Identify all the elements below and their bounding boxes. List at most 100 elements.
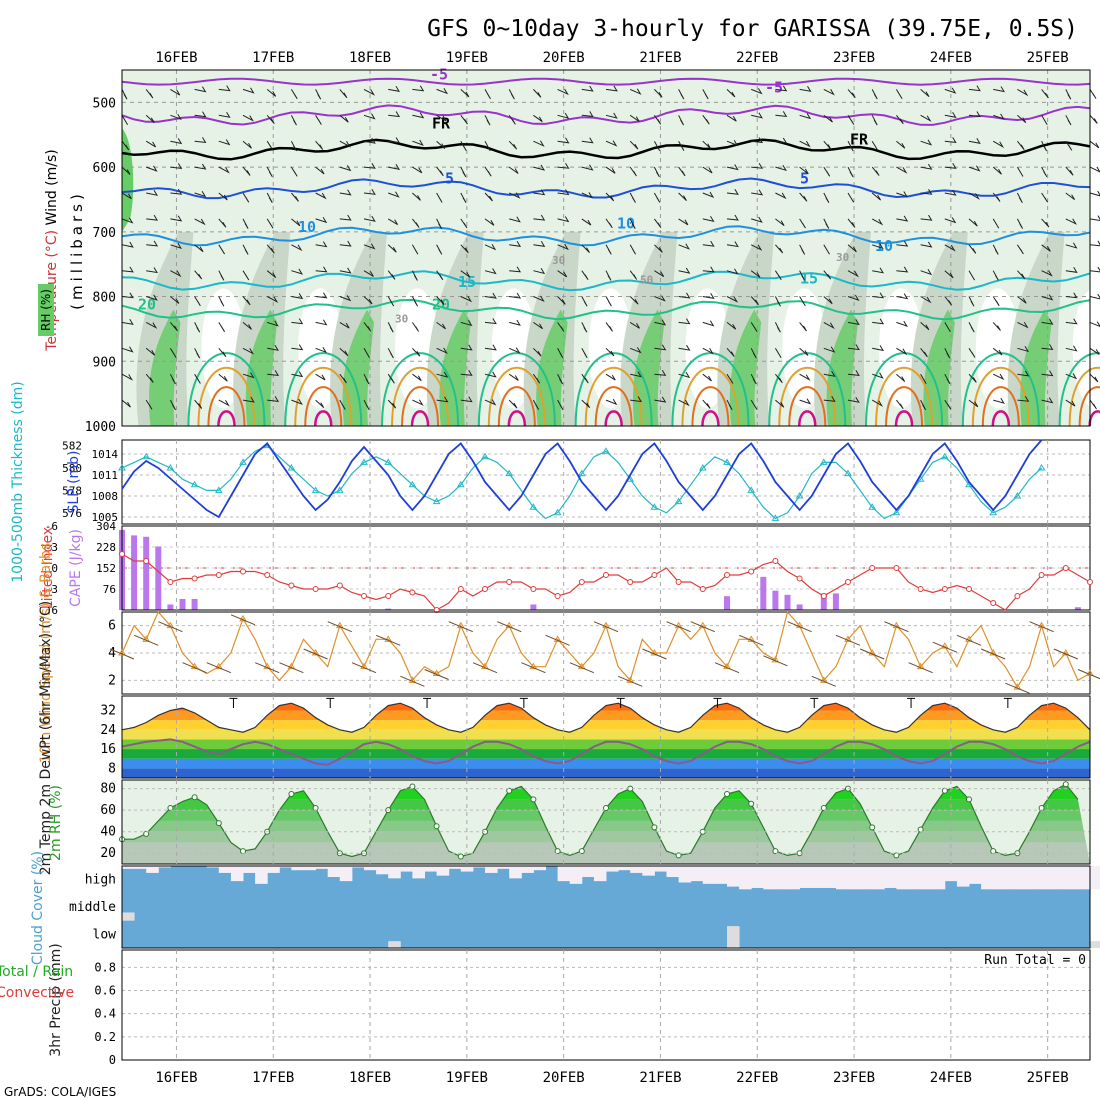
wind-barb: [266, 244, 275, 254]
wind-barb: [1089, 114, 1098, 124]
surface-wind-barb: [739, 634, 764, 646]
cloud-clear-cell: [848, 866, 861, 890]
wind-barb: [678, 243, 690, 250]
wind-barb: [460, 140, 467, 151]
wind-barb: [920, 347, 928, 358]
wind-barb: [653, 115, 662, 125]
series-point: [1087, 579, 1093, 585]
wind-barb: [532, 373, 541, 384]
wind-barb: [1017, 270, 1026, 280]
surface-wind-barb: [230, 614, 256, 626]
wind-barb: [508, 166, 519, 174]
wind-barb: [363, 296, 373, 305]
precip-frame: [121, 949, 1091, 1061]
wind-barb: [726, 214, 739, 221]
li-tick: 0: [51, 562, 58, 575]
wind-barb: [242, 218, 249, 229]
wind-barb: [484, 268, 497, 275]
temp-line: [121, 702, 1091, 733]
temp-frame: [121, 695, 1091, 779]
series-point: [482, 586, 488, 592]
surface-wind-barb: [569, 662, 594, 674]
top-date-label: 21FEB: [639, 50, 681, 66]
wind-barb: [702, 266, 715, 273]
wind-barb: [121, 266, 134, 273]
wind-barb: [557, 216, 570, 223]
cloud-clear-cell: [436, 866, 450, 876]
wind-barb: [315, 346, 328, 354]
surface-wind-barb: [714, 662, 740, 674]
wind-barb: [339, 399, 346, 410]
wind-barb: [871, 192, 882, 201]
wind-barb: [388, 86, 400, 92]
wind-barb: [218, 322, 226, 333]
wind-barb: [388, 111, 401, 118]
wind-barb: [218, 270, 225, 281]
wind-barb: [750, 296, 759, 306]
cloud-clear-cell: [448, 866, 462, 869]
wind-barb: [121, 241, 134, 248]
wind-barb: [726, 268, 739, 275]
wind-barb: [920, 214, 933, 221]
wind-barb: [339, 140, 351, 148]
temp-band: [122, 720, 1090, 730]
wind-barb: [702, 166, 713, 174]
series-point: [190, 480, 199, 488]
wind-barb: [194, 322, 201, 333]
wind-barb: [557, 137, 570, 144]
wind-barb: [1041, 318, 1054, 325]
series-point: [1038, 572, 1045, 578]
wind-barb: [1089, 240, 1100, 247]
wind-barb: [388, 137, 401, 144]
series-point: [1062, 565, 1069, 571]
wind-barb: [436, 140, 446, 149]
wind-barb: [339, 240, 352, 247]
wind-barb: [121, 115, 129, 126]
series-point: [675, 579, 682, 585]
wind-barb: [581, 111, 594, 117]
wind-barb: [242, 347, 255, 355]
series-point: [868, 649, 877, 656]
wind-barb: [968, 270, 976, 281]
wind-barb: [484, 292, 497, 299]
series-point: [288, 582, 295, 589]
wind-barb: [605, 347, 615, 357]
isotherm-lobe: [671, 352, 750, 427]
contour-label: 50: [640, 274, 653, 287]
wind-barb: [992, 322, 1001, 331]
chart-title: GFS 0~10day 3-hourly for GARISSA (39.75E…: [427, 16, 1078, 42]
wind-barb: [194, 191, 207, 198]
series-point: [989, 649, 998, 656]
wind-barb: [968, 296, 975, 307]
wind-barb: [121, 217, 134, 224]
surface-wind-barb: [351, 662, 377, 674]
wind-barb: [194, 373, 201, 384]
surface-wind-barb: [666, 621, 691, 633]
wind-barb: [388, 164, 401, 171]
series-point: [529, 662, 538, 670]
wind-barb: [170, 88, 181, 96]
wind-barb: [823, 296, 833, 305]
series-point: [869, 824, 876, 831]
wind-barb: [968, 244, 977, 254]
wind-barb: [533, 164, 546, 171]
series-point: [820, 593, 827, 599]
wind-barb: [315, 399, 325, 408]
contour-label: 5: [445, 169, 454, 187]
wind-barb: [1089, 293, 1100, 300]
series-point: [240, 568, 246, 575]
wind-barb: [726, 189, 739, 195]
wind-barb: [581, 218, 592, 226]
wind-barb: [533, 295, 545, 302]
wind-barb: [242, 140, 252, 149]
isotherm-lobe: [894, 410, 914, 427]
wind-barb: [823, 244, 830, 255]
series-point: [336, 582, 343, 589]
cape-bar: [820, 593, 827, 610]
cloud-clear-cell: [1041, 866, 1055, 890]
isotherm-lobe: [187, 352, 266, 427]
wind-barb: [654, 295, 666, 302]
wind-barb: [968, 192, 980, 200]
surface-wind-barb: [932, 641, 957, 653]
series-point: [795, 621, 804, 629]
